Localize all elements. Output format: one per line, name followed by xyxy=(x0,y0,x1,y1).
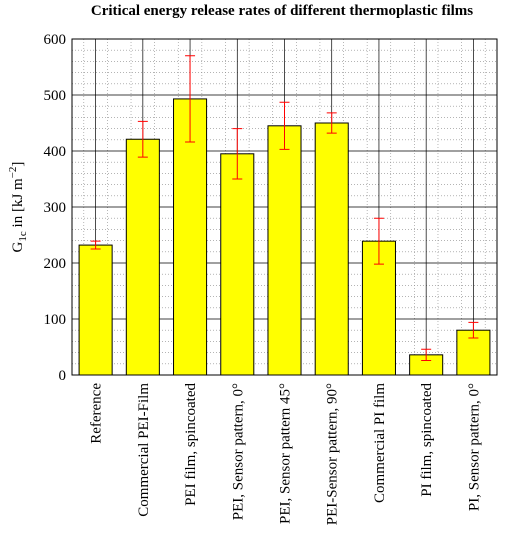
bar xyxy=(78,244,113,376)
error-bar xyxy=(421,348,432,361)
y-label-sub: 1c xyxy=(17,231,29,242)
y-label-base: G xyxy=(10,241,26,252)
bar xyxy=(125,138,160,376)
error-bar xyxy=(468,321,479,339)
y-tick-label: 500 xyxy=(44,88,67,104)
y-label-sup: −2 xyxy=(7,167,19,179)
x-tick-label: PEI, Sensor pattern, 0° xyxy=(230,383,246,520)
bar xyxy=(220,153,255,376)
bar xyxy=(314,122,349,376)
y-tick-label: 200 xyxy=(44,256,67,272)
x-tick-label: Commercial PI film xyxy=(372,383,388,503)
y-axis-label: G1c in [kJ m−2] xyxy=(7,162,29,253)
y-label-mid: in [kJ m xyxy=(10,178,26,231)
error-bar xyxy=(373,217,384,265)
error-bar xyxy=(185,55,196,143)
error-bar xyxy=(232,128,243,180)
y-tick-label: 100 xyxy=(44,312,67,328)
error-bar xyxy=(90,240,101,250)
x-tick-label: Reference xyxy=(89,383,105,444)
x-tick-label: PI, Sensor pattern, 0° xyxy=(466,383,482,511)
y-label-end: ] xyxy=(10,162,26,167)
y-tick-label: 400 xyxy=(44,144,67,160)
error-bar xyxy=(326,112,337,134)
x-tick-label: PI film, spincoated xyxy=(419,383,435,497)
x-tick-label: PEI film, spincoated xyxy=(183,383,199,506)
x-tick-label: PEI-Sensor pattern, 90° xyxy=(325,383,341,525)
error-bar xyxy=(279,101,290,150)
chart-title: Critical energy release rates of differe… xyxy=(91,3,473,19)
plot-frame xyxy=(71,38,498,376)
y-tick-label: 0 xyxy=(59,368,67,384)
x-tick-label: PEI, Sensor pattern 45° xyxy=(278,383,294,524)
y-tick-label: 300 xyxy=(44,200,67,216)
bar xyxy=(267,125,302,376)
x-tick-label: Commercial PEI-Film xyxy=(136,383,152,517)
y-tick-label: 600 xyxy=(44,32,67,48)
error-bar xyxy=(137,120,148,158)
